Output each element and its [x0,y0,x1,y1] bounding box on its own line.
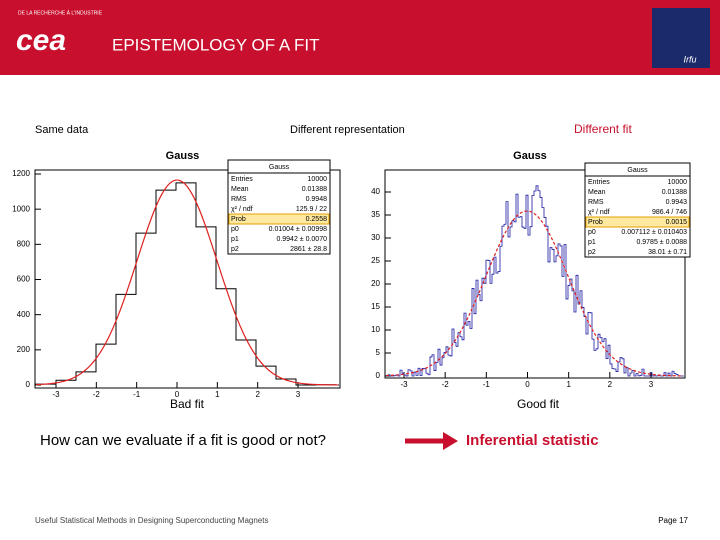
stats-value: 10000 [668,179,688,186]
stats-key: Entries [588,179,610,186]
x-tick-label: -1 [133,390,141,399]
question: How can we evaluate if a fit is good or … [40,432,326,449]
stats-key: Mean [231,186,249,193]
x-tick-label: -2 [442,380,450,389]
stats-value: 38.01 ± 0.71 [648,249,687,256]
fit-curve [35,179,339,386]
stats-value: 0.2558 [306,216,328,223]
tagline: DE LA RECHERCHE À L'INDUSTRIE [18,9,103,16]
y-tick-label: 10 [371,325,380,334]
label-middle: Different representation [290,124,405,136]
y-tick-label: 15 [371,302,380,311]
y-tick-label: 5 [376,348,381,357]
stats-key: Mean [588,189,606,196]
y-tick-label: 1000 [12,204,30,213]
stats-key: p2 [588,249,596,256]
y-tick-label: 600 [17,275,31,284]
stats-value: 0.9943 [666,199,688,206]
stats-key: Entries [231,176,253,183]
x-tick-label: -3 [52,390,60,399]
y-tick-label: 1200 [12,169,30,178]
y-tick-label: 25 [371,256,380,265]
label-left: Same data [35,124,89,136]
x-tick-label: -3 [400,380,408,389]
logo: cea [16,24,66,57]
x-tick-label: -2 [93,390,101,399]
stats-box [227,159,331,255]
stats-highlight [228,213,330,225]
stats-value: 0.0015 [666,219,688,226]
stats-title: Gauss [627,167,648,174]
y-tick-label: 400 [17,310,31,319]
stats-value: 0.9785 ± 0.0088 [636,239,687,246]
stats-key: RMS [231,196,247,203]
stats-box [584,162,691,258]
plot-title: Gauss [513,150,547,162]
stats-value: 0.007112 ± 0.010403 [621,229,687,236]
lab-logo: Irfu [683,54,696,64]
y-tick-label: 20 [371,279,380,288]
x-tick-label: -1 [483,380,491,389]
stats-key: Prob [231,216,246,223]
stats-value: 0.9942 ± 0.0070 [276,236,327,243]
header-band [0,0,720,75]
slide-title: EPISTEMOLOGY OF A FIT [112,35,320,54]
y-tick-label: 0 [26,380,31,389]
histogram [385,185,684,377]
y-tick-label: 800 [17,239,31,248]
stats-key: Prob [588,219,603,226]
y-tick-label: 0 [376,371,381,380]
y-tick-label: 40 [371,187,380,196]
y-tick-label: 35 [371,210,380,219]
stats-key: p2 [231,246,239,253]
stats-key: p1 [588,239,596,246]
stats-title: Gauss [269,164,290,171]
stats-key: χ² / ndf [588,209,610,216]
plot-caption: Bad fit [170,397,205,411]
x-tick-label: 0 [525,380,530,389]
x-tick-label: 1 [215,390,220,399]
stats-value: 125.9 / 22 [296,206,327,213]
stats-key: p0 [231,226,239,233]
stats-value: 0.9948 [306,196,328,203]
x-tick-label: 2 [255,390,260,399]
footer-text: Useful Statistical Methods in Designing … [35,516,268,525]
stats-value: 0.01004 ± 0.00998 [269,226,327,233]
y-tick-label: 200 [17,345,31,354]
stats-key: p0 [588,229,596,236]
fit-curve [385,210,683,377]
stats-key: p1 [231,236,239,243]
stats-key: RMS [588,199,604,206]
plot-title: Gauss [166,150,200,162]
lab-logo-box [652,8,710,68]
x-tick-label: 1 [566,380,571,389]
x-tick-label: 3 [296,390,301,399]
stats-highlight [585,216,690,228]
label-right: Different fit [574,122,632,136]
stats-value: 986.4 / 746 [652,209,687,216]
stats-key: χ² / ndf [231,206,253,213]
stats-value: 0.01388 [302,186,327,193]
stats-value: 2861 ± 28.8 [290,246,327,253]
stats-value: 10000 [308,176,328,183]
x-tick-label: 2 [608,380,613,389]
answer: Inferential statistic [466,432,599,449]
arrow-head [443,432,458,450]
page-number: Page 17 [658,516,688,525]
plot-caption: Good fit [517,397,560,411]
y-tick-label: 30 [371,233,380,242]
x-tick-label: 3 [649,380,654,389]
x-tick-label: 0 [175,390,180,399]
stats-value: 0.01388 [662,189,687,196]
